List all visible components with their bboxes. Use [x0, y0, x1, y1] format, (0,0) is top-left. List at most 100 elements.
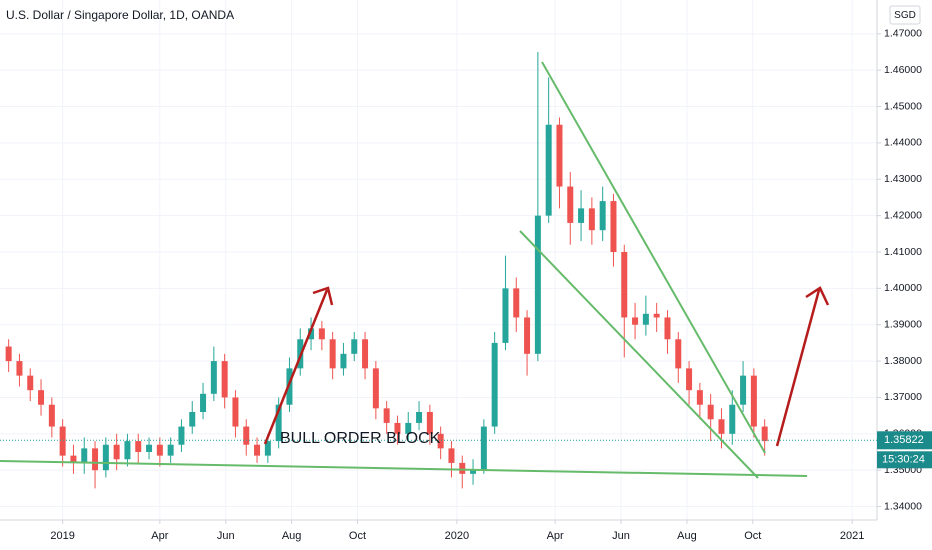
trend-line — [0, 460, 808, 477]
candle-body — [70, 455, 77, 463]
candle-body — [48, 404, 55, 427]
chart-title: U.S. Dollar / Singapore Dollar, 1D, OAND… — [6, 8, 234, 22]
candle-body — [221, 361, 228, 398]
arrow-head — [805, 286, 830, 306]
x-tick-label: Apr — [547, 530, 564, 542]
arrow-head — [312, 286, 334, 306]
candle-body — [718, 419, 725, 434]
candle-body — [664, 317, 671, 340]
candle-body — [81, 448, 88, 463]
candle-body — [5, 346, 12, 362]
x-tick-label: Aug — [282, 530, 302, 542]
candle-body — [567, 186, 574, 223]
x-tick-label: Oct — [349, 530, 366, 542]
candle-body — [729, 404, 736, 434]
last-price-box — [877, 431, 932, 450]
candle-body — [340, 353, 347, 369]
candle-body — [264, 441, 271, 456]
candle-body — [200, 393, 207, 412]
candle-body — [599, 201, 606, 231]
candle-body — [146, 444, 153, 452]
candle-body — [534, 215, 541, 354]
trend-line — [519, 230, 759, 479]
annotation: BULL ORDER BLOCK — [280, 430, 441, 447]
candle-body — [621, 252, 628, 318]
candle-body — [124, 441, 131, 460]
y-tick-label: 1.37000 — [884, 391, 922, 403]
y-tick-label: 1.41000 — [884, 246, 922, 258]
x-tick-label: Jun — [217, 530, 235, 542]
last-price-label: 1.35822 — [884, 434, 924, 446]
candle-body — [254, 444, 261, 456]
y-tick-label: 1.46000 — [884, 64, 922, 76]
candle-body — [578, 208, 585, 223]
candle-body — [405, 422, 412, 434]
candle-body — [275, 404, 282, 442]
candle-body — [372, 368, 379, 409]
candle-body — [750, 375, 757, 427]
candle-body — [27, 375, 34, 391]
y-tick-label: 1.45000 — [884, 100, 922, 112]
candle-body — [480, 426, 487, 471]
countdown-label: 15:30:24 — [882, 454, 925, 466]
candles — [5, 52, 768, 489]
y-tick-label: 1.39000 — [884, 319, 922, 331]
currency: SGD — [894, 10, 916, 21]
candle-body — [16, 361, 23, 376]
candle-body — [556, 124, 563, 187]
candle-body — [394, 422, 401, 434]
x-tick-label: Apr — [151, 530, 168, 542]
candle-body — [470, 470, 477, 474]
candle-body — [308, 328, 315, 340]
candle-body — [416, 412, 423, 423]
arrow — [775, 289, 821, 447]
y-tick-label: 1.38000 — [884, 355, 922, 367]
candle-body — [610, 201, 617, 252]
candle-body — [491, 342, 498, 427]
candle-body — [156, 444, 163, 456]
x-tick-label: Jun — [612, 530, 630, 542]
candle-body — [189, 412, 196, 427]
y-tick-label: 1.42000 — [884, 209, 922, 221]
currency-box[interactable] — [889, 5, 921, 25]
y-tick-label: 1.43000 — [884, 173, 922, 185]
candle-body — [502, 288, 509, 343]
x-tick-label: Aug — [677, 530, 697, 542]
x-tick-label: 2019 — [50, 530, 74, 542]
candle-body — [318, 328, 325, 340]
candle-body — [243, 426, 250, 445]
arrow — [263, 289, 329, 445]
candle-body — [686, 368, 693, 391]
candle-body — [437, 433, 444, 449]
candle-body — [761, 426, 768, 442]
candle-body — [329, 339, 336, 369]
countdown-box — [877, 451, 932, 469]
candle-body — [38, 390, 45, 405]
candle-body — [113, 444, 120, 460]
grid — [0, 0, 877, 520]
drawings — [0, 61, 830, 479]
candle-body — [59, 426, 66, 456]
candle-body — [696, 390, 703, 405]
candle-body — [178, 426, 185, 445]
candle-body — [513, 288, 520, 318]
candle-body — [92, 448, 99, 471]
candle-body — [167, 444, 174, 456]
candle-body — [707, 404, 714, 420]
candle-body — [232, 397, 239, 427]
x-tick-label: 2020 — [445, 530, 469, 542]
candle-body — [351, 339, 358, 354]
trend-line — [541, 61, 766, 454]
candle-body — [383, 408, 390, 423]
candle-body — [675, 339, 682, 369]
candle-body — [426, 412, 433, 434]
candle-body — [740, 375, 747, 405]
y-tick-label: 1.34000 — [884, 500, 922, 512]
candle-body — [362, 339, 369, 369]
candle-body — [135, 441, 142, 452]
candle-body — [448, 448, 455, 463]
candle-body — [459, 462, 466, 474]
x-tick-label: Oct — [744, 530, 761, 542]
